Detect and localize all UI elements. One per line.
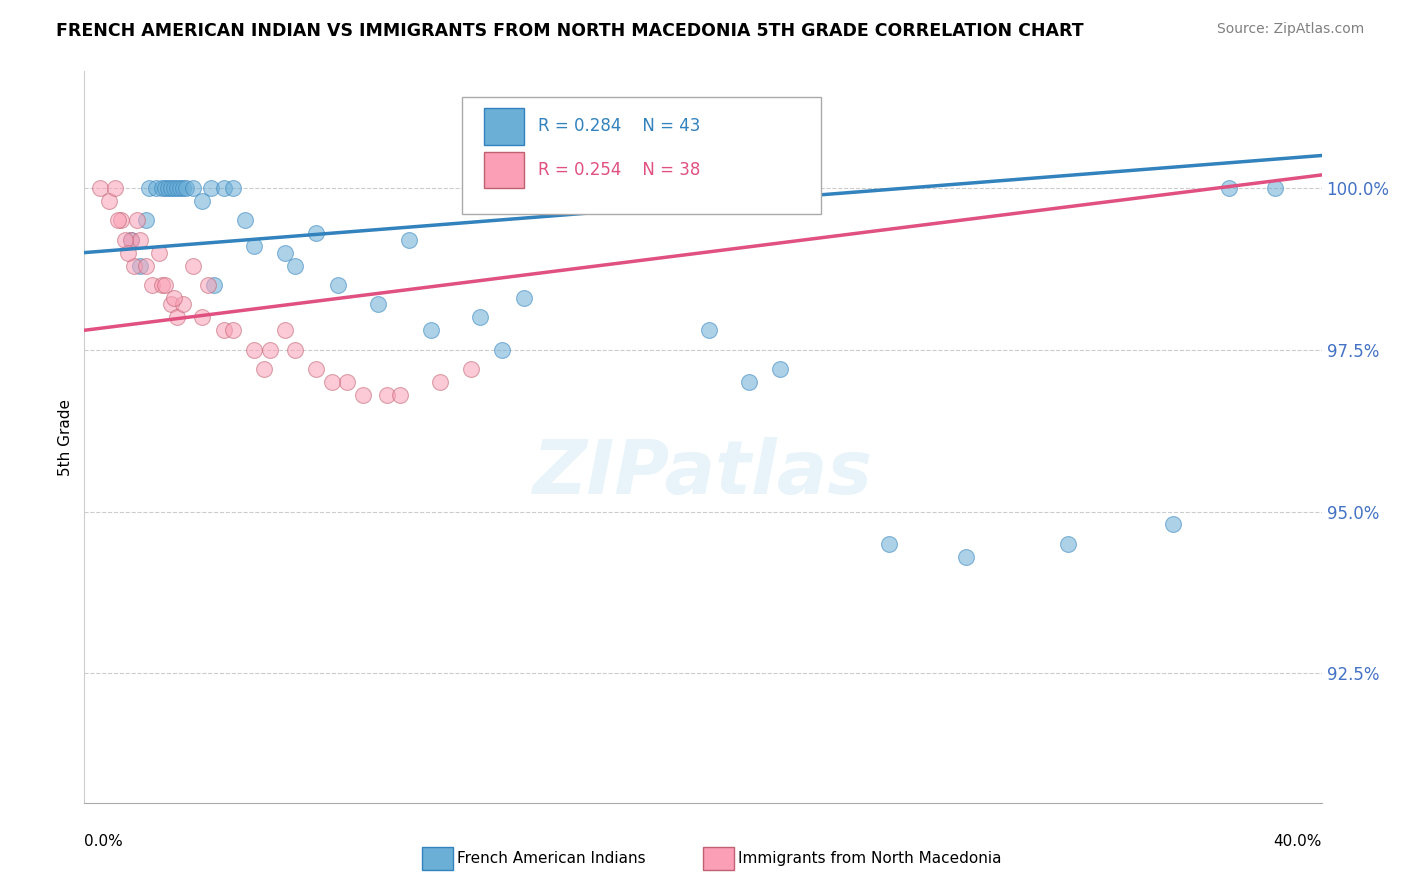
Point [166, 310, 188, 325]
Text: French American Indians: French American Indians [457, 851, 645, 865]
Point [138, 181, 160, 195]
Point [398, 233, 420, 247]
Point [321, 375, 343, 389]
Point [1057, 537, 1080, 551]
Point [460, 362, 482, 376]
Point [110, 213, 132, 227]
Point [125, 213, 148, 227]
Point [191, 194, 214, 208]
Point [129, 259, 152, 273]
Point [1264, 181, 1286, 195]
Point [160, 181, 183, 195]
Point [738, 375, 761, 389]
Point [259, 343, 281, 357]
Point [388, 388, 411, 402]
Point [583, 181, 606, 195]
Text: R = 0.254    N = 38: R = 0.254 N = 38 [538, 161, 700, 179]
Point [326, 277, 349, 292]
Point [176, 181, 198, 195]
Point [955, 549, 977, 564]
Point [877, 537, 900, 551]
Text: R = 0.284    N = 43: R = 0.284 N = 43 [538, 117, 700, 136]
Point [135, 259, 157, 273]
Point [150, 277, 173, 292]
Point [305, 226, 328, 240]
Text: ZIPatlas: ZIPatlas [533, 437, 873, 510]
Point [104, 181, 127, 195]
Point [141, 277, 163, 292]
Point [367, 297, 389, 311]
Text: 40.0%: 40.0% [1274, 834, 1322, 849]
Point [222, 323, 245, 337]
Point [98, 194, 121, 208]
Point [769, 362, 792, 376]
Point [150, 181, 173, 195]
Point [352, 388, 374, 402]
Point [145, 181, 167, 195]
Point [274, 245, 297, 260]
FancyBboxPatch shape [484, 108, 523, 145]
Point [243, 343, 266, 357]
Point [274, 323, 297, 337]
Point [197, 277, 219, 292]
Point [512, 291, 534, 305]
Point [89, 181, 111, 195]
Point [135, 213, 157, 227]
Point [120, 233, 142, 247]
Text: FRENCH AMERICAN INDIAN VS IMMIGRANTS FROM NORTH MACEDONIA 5TH GRADE CORRELATION : FRENCH AMERICAN INDIAN VS IMMIGRANTS FRO… [56, 22, 1084, 40]
Point [491, 343, 513, 357]
Point [212, 323, 235, 337]
Point [122, 259, 145, 273]
Text: 0.0%: 0.0% [84, 834, 124, 849]
Point [169, 181, 191, 195]
Text: Immigrants from North Macedonia: Immigrants from North Macedonia [738, 851, 1001, 865]
Point [233, 213, 256, 227]
Point [191, 310, 214, 325]
Point [253, 362, 276, 376]
FancyBboxPatch shape [461, 97, 821, 214]
Point [470, 310, 492, 325]
Point [1161, 517, 1184, 532]
Point [172, 297, 194, 311]
Point [153, 181, 176, 195]
Y-axis label: 5th Grade: 5th Grade [58, 399, 73, 475]
Point [336, 375, 359, 389]
Text: Source: ZipAtlas.com: Source: ZipAtlas.com [1216, 22, 1364, 37]
Point [377, 388, 399, 402]
Point [212, 181, 235, 195]
Point [156, 181, 179, 195]
Point [697, 323, 720, 337]
Point [429, 375, 451, 389]
Point [153, 277, 176, 292]
Point [1218, 181, 1240, 195]
Point [305, 362, 328, 376]
Point [202, 277, 225, 292]
Point [166, 181, 188, 195]
Point [107, 213, 129, 227]
Point [172, 181, 194, 195]
Point [129, 233, 152, 247]
Point [599, 181, 621, 195]
Point [148, 245, 170, 260]
Point [114, 233, 136, 247]
Point [163, 181, 186, 195]
Point [120, 233, 142, 247]
Point [117, 245, 139, 260]
Point [284, 259, 307, 273]
Point [243, 239, 266, 253]
Point [163, 291, 186, 305]
FancyBboxPatch shape [484, 152, 523, 188]
Point [181, 181, 204, 195]
Point [419, 323, 441, 337]
Point [181, 259, 204, 273]
Point [284, 343, 307, 357]
Point [200, 181, 222, 195]
Point [160, 297, 183, 311]
Point [222, 181, 245, 195]
